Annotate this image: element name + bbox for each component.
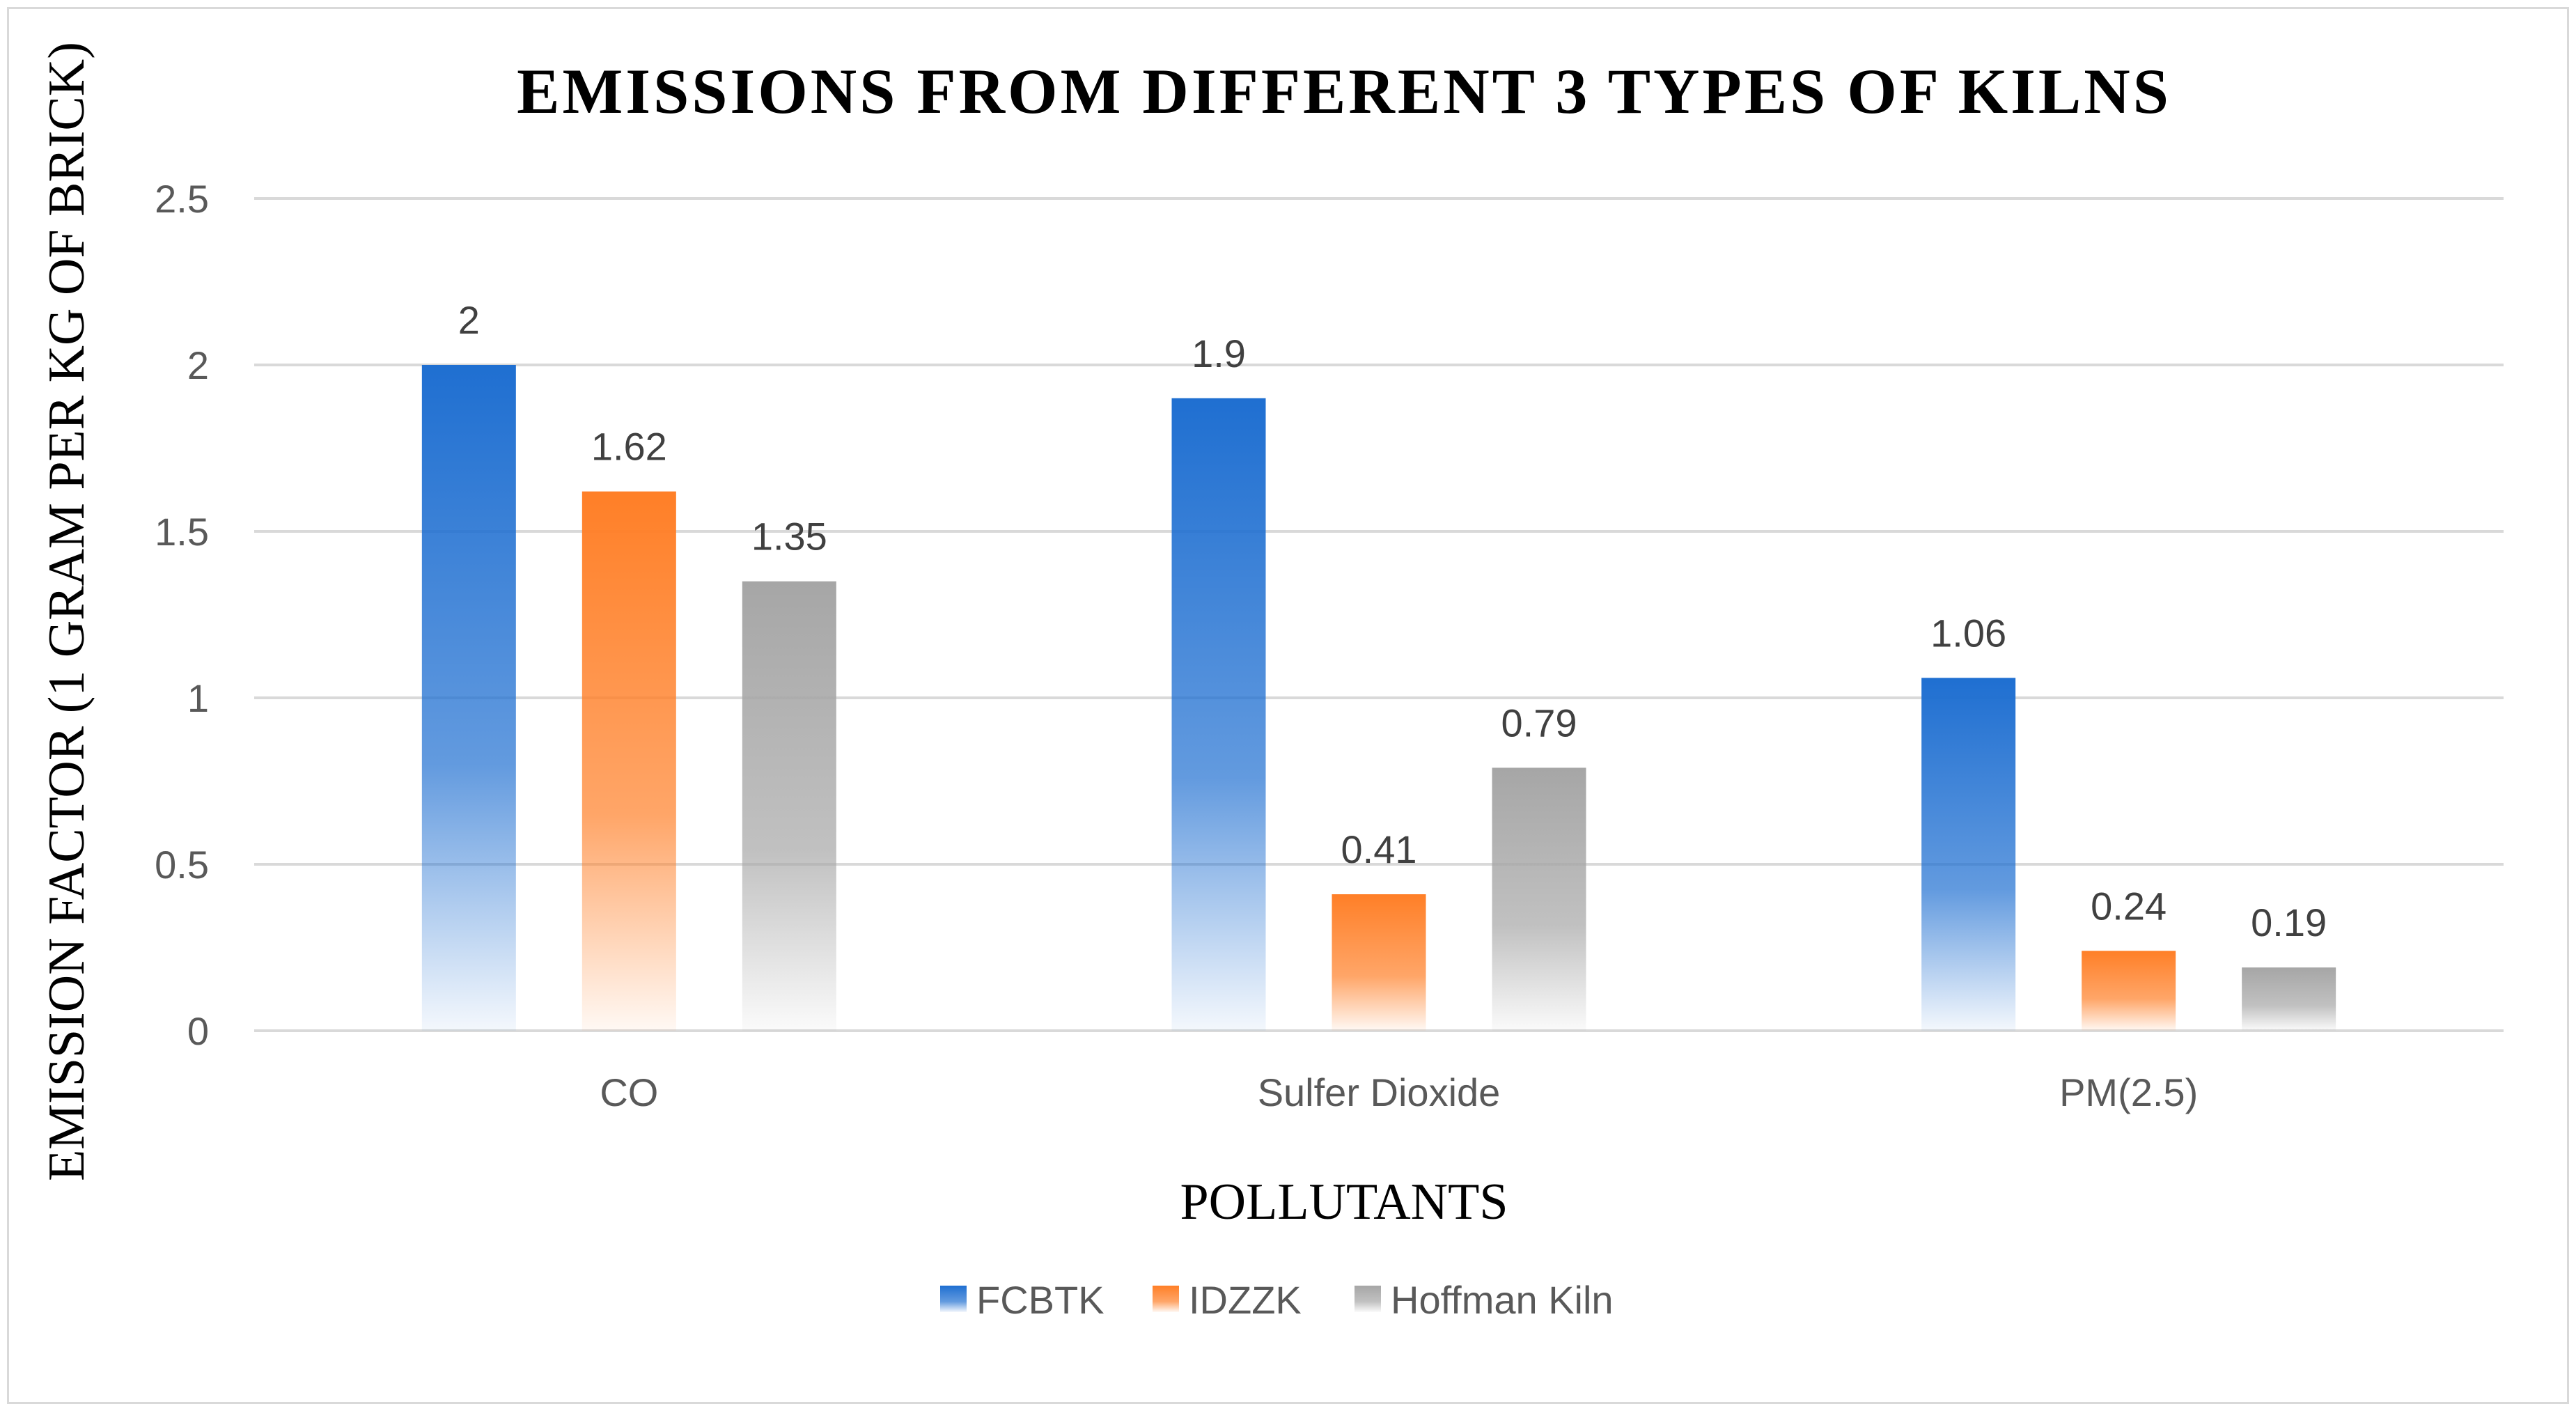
- y-tick-label: 1.5: [155, 510, 209, 554]
- data-label: 0.79: [1501, 701, 1577, 745]
- x-tick-label: Sulfer Dioxide: [1258, 1070, 1501, 1114]
- bar-fcbtk-1: [1171, 398, 1266, 1031]
- data-label: 1.06: [1930, 611, 2006, 655]
- data-label: 0.19: [2251, 901, 2327, 944]
- data-label: 1.9: [1192, 332, 1246, 375]
- y-tick-label: 2.5: [155, 177, 209, 221]
- y-tick-label: 2: [187, 343, 209, 387]
- data-label: 0.24: [2091, 884, 2167, 928]
- data-label: 1.62: [591, 425, 667, 469]
- y-axis-title: EMISSION FACTOR (1 GRAM PER KG OF BRICK): [38, 42, 95, 1181]
- legend-label: Hoffman Kiln: [1391, 1278, 1614, 1322]
- x-axis-ticks: CO Sulfer Dioxide PM(2.5): [600, 1070, 2198, 1114]
- data-label: 2: [458, 298, 480, 342]
- bar-idzzk-1: [1332, 894, 1426, 1031]
- x-tick-label: CO: [600, 1070, 658, 1114]
- data-label: 0.41: [1341, 827, 1417, 871]
- legend: FCBTK IDZZK Hoffman Kiln: [940, 1278, 1614, 1322]
- x-tick-label: PM(2.5): [2059, 1070, 2198, 1114]
- bar-hoffman-kiln-1: [1492, 767, 1586, 1031]
- legend-label: FCBTK: [976, 1278, 1104, 1322]
- bar-fcbtk-0: [421, 365, 516, 1031]
- bar-hoffman-kiln-0: [742, 581, 836, 1031]
- y-tick-label: 1: [187, 676, 209, 720]
- chart-title: EMISSIONS FROM DIFFERENT 3 TYPES OF KILN…: [517, 56, 2171, 127]
- bar-idzzk-2: [2082, 951, 2176, 1031]
- legend-swatch-fcbtk: [940, 1286, 967, 1312]
- data-label: 1.35: [751, 515, 827, 559]
- y-axis-ticks: 0 0.5 1 1.5 2 2.5: [155, 177, 209, 1053]
- bar-fcbtk-2: [1921, 678, 2016, 1031]
- legend-label: IDZZK: [1189, 1278, 1302, 1322]
- bar-idzzk-0: [581, 491, 676, 1031]
- x-axis-title: POLLUTANTS: [1180, 1174, 1508, 1231]
- legend-swatch-hoffman-kiln: [1355, 1286, 1381, 1312]
- y-tick-label: 0: [187, 1009, 209, 1053]
- legend-swatch-idzzk: [1153, 1286, 1179, 1312]
- y-tick-label: 0.5: [155, 843, 209, 887]
- bars: [421, 365, 2336, 1031]
- bar-hoffman-kiln-2: [2242, 967, 2336, 1031]
- data-labels: 2 1.62 1.35 1.9 0.41 0.79 1.06 0.24 0.19: [458, 298, 2327, 944]
